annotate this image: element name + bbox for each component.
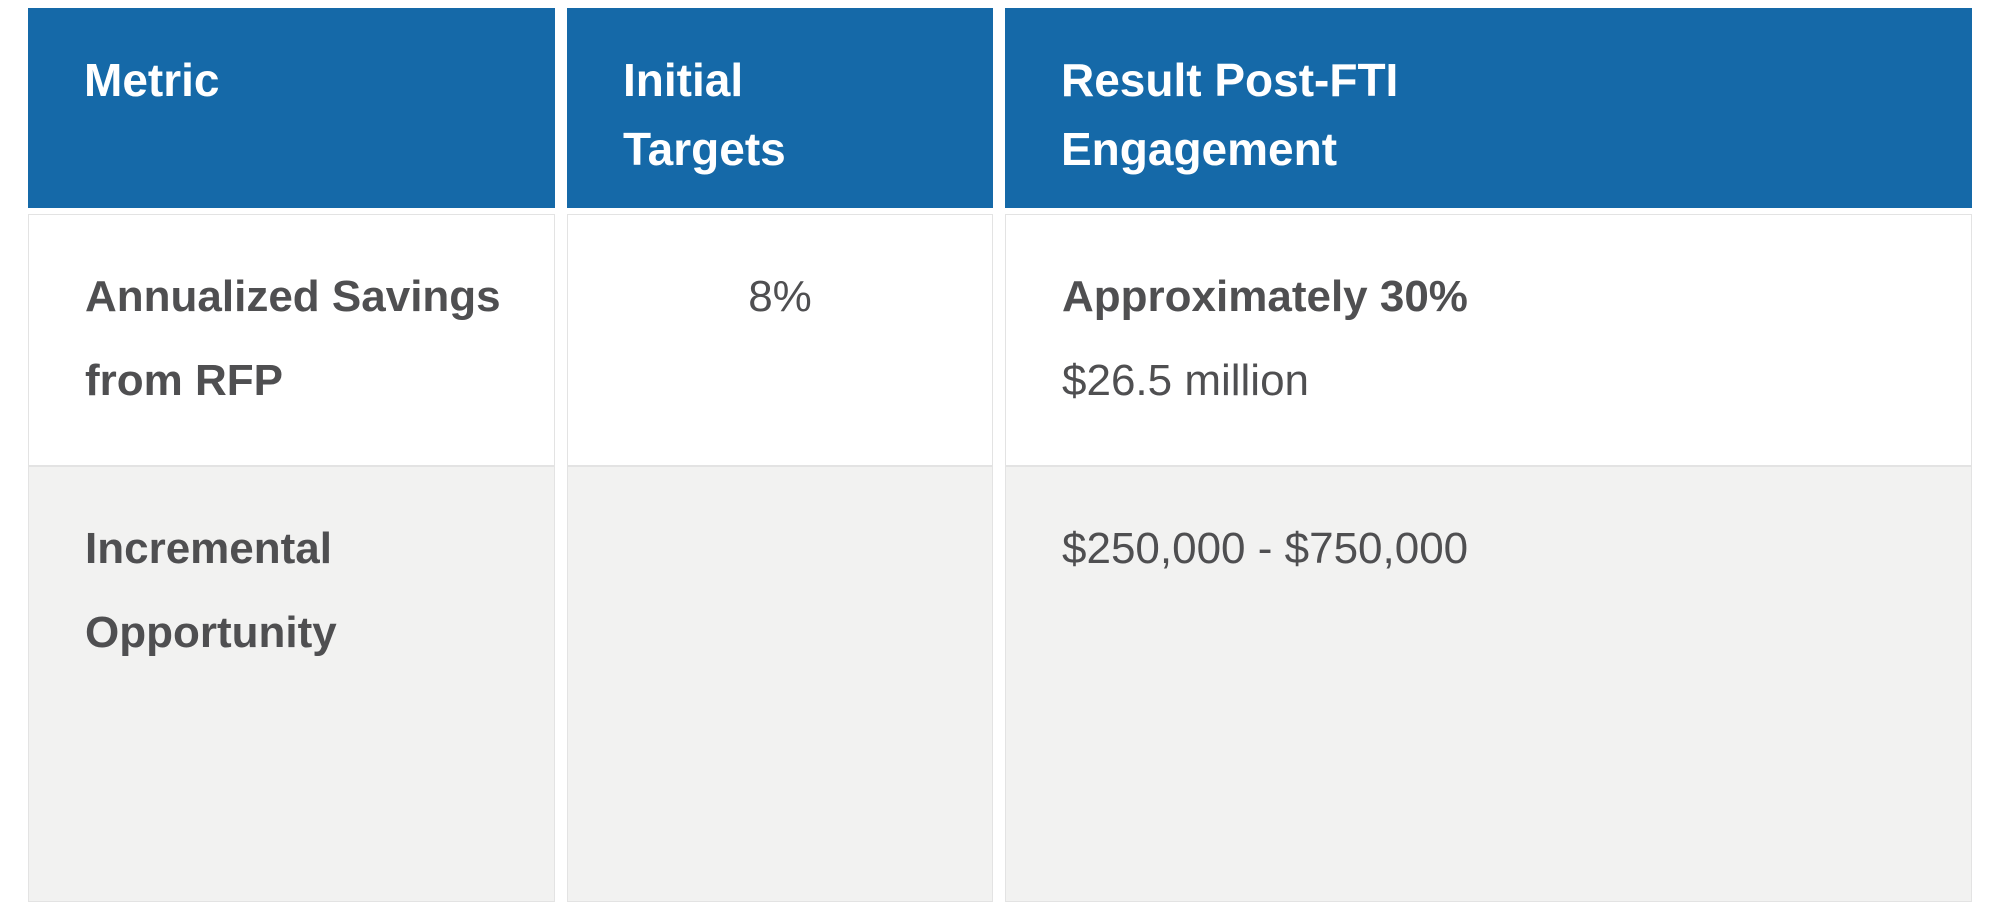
metric-label: Annualized Savings from RFP xyxy=(85,272,501,405)
table-row: Incremental Opportunity $250,000 - $750,… xyxy=(28,466,1972,902)
cell-result-row2: $250,000 - $750,000 xyxy=(1005,466,1972,902)
header-label-initial-targets: Initial Targets xyxy=(623,54,786,175)
table-header-row: Metric Initial Targets Result Post-FTI E… xyxy=(28,8,1972,208)
header-cell-result-post-fti: Result Post-FTI Engagement xyxy=(1005,8,1972,208)
result-primary-value: Approximately 30% xyxy=(1062,272,1468,321)
metric-label: Incremental Opportunity xyxy=(85,524,337,657)
result-secondary-value: $26.5 million xyxy=(1062,355,1310,405)
initial-target-value: 8% xyxy=(748,272,812,321)
cell-initial-target-row1: 8% xyxy=(567,214,993,466)
cell-metric-annualized-savings: Annualized Savings from RFP xyxy=(28,214,555,466)
table-row: Annualized Savings from RFP 8% Approxima… xyxy=(28,214,1972,466)
cell-result-row1: Approximately 30% $26.5 million xyxy=(1005,214,1972,466)
cell-initial-target-row2 xyxy=(567,466,993,902)
result-secondary-value: $250,000 - $750,000 xyxy=(1062,524,1469,573)
header-cell-metric: Metric xyxy=(28,8,555,208)
header-cell-initial-targets: Initial Targets xyxy=(567,8,993,208)
cell-metric-incremental-opportunity: Incremental Opportunity xyxy=(28,466,555,902)
header-label-result-post-fti: Result Post-FTI Engagement xyxy=(1061,54,1399,175)
header-label-metric: Metric xyxy=(84,54,220,106)
